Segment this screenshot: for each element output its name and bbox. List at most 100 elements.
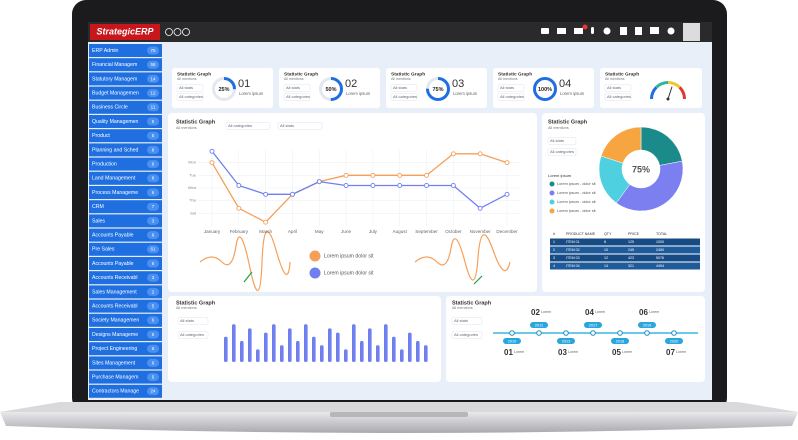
bar [352, 324, 356, 362]
timeline-dot [671, 330, 677, 336]
filter-dropdown[interactable] [177, 331, 209, 339]
filter-dropdown[interactable] [497, 84, 525, 92]
sidebar-item[interactable] [89, 328, 162, 341]
table-cell: 3 [553, 256, 555, 260]
sidebar-item[interactable] [89, 285, 162, 299]
line-point [397, 172, 403, 178]
sidebar-item[interactable] [89, 171, 162, 185]
mic-icon[interactable] [591, 27, 594, 34]
filter-dropdown[interactable] [283, 93, 311, 101]
sidebar-item[interactable] [89, 186, 162, 199]
sidebar-item[interactable] [89, 214, 162, 228]
filter-dropdown[interactable] [177, 317, 209, 325]
mail-icon[interactable] [574, 28, 583, 34]
avatar[interactable] [683, 23, 700, 41]
filter-label: All categories [180, 332, 204, 337]
filter-dropdown[interactable] [547, 148, 577, 156]
legend-swatch [549, 208, 555, 214]
filter-dropdown[interactable] [277, 122, 323, 130]
sidebar-item[interactable] [89, 313, 162, 327]
bar [304, 324, 308, 362]
sidebar-item[interactable] [89, 271, 162, 285]
event-number: 06 [639, 308, 648, 317]
sidebar-item[interactable] [89, 129, 162, 143]
filter-label: All categories [286, 94, 310, 99]
filter-dropdown[interactable] [176, 93, 204, 101]
card-subtitle: All mentions [177, 77, 197, 81]
sidebar-item[interactable] [89, 356, 162, 370]
card-text: Lorem ipsum [560, 91, 585, 96]
filter-dropdown[interactable] [225, 122, 271, 130]
sidebar-count: 6 [152, 360, 155, 365]
filter-dropdown[interactable] [451, 331, 483, 339]
filter-dropdown[interactable] [604, 93, 632, 101]
filter-label: All stats [180, 318, 194, 323]
filter-label: All stats [607, 85, 621, 90]
legend-swatch [549, 181, 555, 187]
sidebar-label: Sales [92, 218, 105, 224]
year-label: 2011 [535, 323, 543, 327]
forward-button[interactable] [182, 28, 190, 36]
sidebar-count: 5 [152, 332, 155, 337]
filter-dropdown[interactable] [390, 84, 418, 92]
filter-dropdown[interactable] [283, 84, 311, 92]
sidebar-item[interactable] [89, 72, 162, 86]
sidebar-item[interactable] [89, 115, 162, 128]
line-point [290, 191, 295, 197]
filter-dropdown[interactable] [390, 93, 418, 101]
sidebar-item[interactable] [89, 100, 162, 114]
sidebar-count: 6 [152, 318, 155, 323]
y-tick-label: Tue [189, 172, 197, 177]
card-title: Statistic Graph [391, 71, 425, 77]
calculator-icon[interactable] [620, 27, 627, 35]
event-number: 07 [666, 348, 675, 357]
globe-icon[interactable] [667, 27, 675, 35]
bar [264, 332, 268, 362]
sidebar-item[interactable] [89, 257, 162, 270]
copy-icon[interactable] [635, 27, 642, 35]
card-icon[interactable] [557, 28, 566, 34]
table-header-cell: # [553, 232, 555, 236]
sidebar-label: Society Managemen [92, 318, 139, 324]
event-number: 01 [504, 348, 513, 357]
sidebar-item[interactable] [89, 86, 162, 100]
sidebar-item[interactable] [89, 143, 162, 157]
menu-button[interactable] [165, 28, 173, 36]
filter-dropdown[interactable] [604, 84, 632, 92]
timeline-dot [644, 330, 650, 336]
video-icon[interactable] [541, 28, 549, 34]
table-cell: 4494 [656, 264, 664, 268]
sparkline [414, 234, 511, 281]
filter-dropdown[interactable] [176, 84, 204, 92]
sidebar-label: Process Manageme [92, 190, 138, 196]
count-pill [147, 259, 159, 268]
card-number: 04 [559, 78, 571, 90]
panel-title: Statistic Graph [452, 300, 492, 306]
timeline-dot [590, 330, 596, 336]
bar [240, 341, 244, 362]
sidebar-item[interactable] [89, 384, 162, 398]
sidebar-item[interactable] [89, 157, 162, 171]
sidebar-item[interactable] [89, 242, 162, 256]
sidebar-item[interactable] [89, 44, 162, 57]
sidebar-item[interactable] [89, 299, 162, 313]
sidebar-item[interactable] [89, 228, 162, 242]
card-title: Statistic Graph [177, 71, 211, 77]
filter-dropdown[interactable] [497, 93, 525, 101]
sidebar-item[interactable] [89, 200, 162, 214]
filter-dropdown[interactable] [547, 137, 577, 145]
filter-dropdown[interactable] [451, 317, 483, 325]
back-button[interactable] [173, 28, 182, 36]
chart-icon[interactable] [603, 27, 611, 35]
sidebar-label: Purchase Managem [92, 374, 138, 380]
sidebar-item[interactable] [89, 342, 162, 356]
laptop-hinge [0, 402, 798, 412]
screen-icon[interactable] [650, 27, 659, 34]
sidebar-item[interactable] [89, 370, 162, 384]
sidebar-label: Accounts Payable [92, 261, 134, 267]
sidebar-item[interactable] [89, 58, 162, 72]
legend-swatch [549, 199, 555, 205]
filter-label: All stats [179, 85, 193, 90]
bar [232, 324, 236, 362]
line-point [343, 172, 349, 178]
